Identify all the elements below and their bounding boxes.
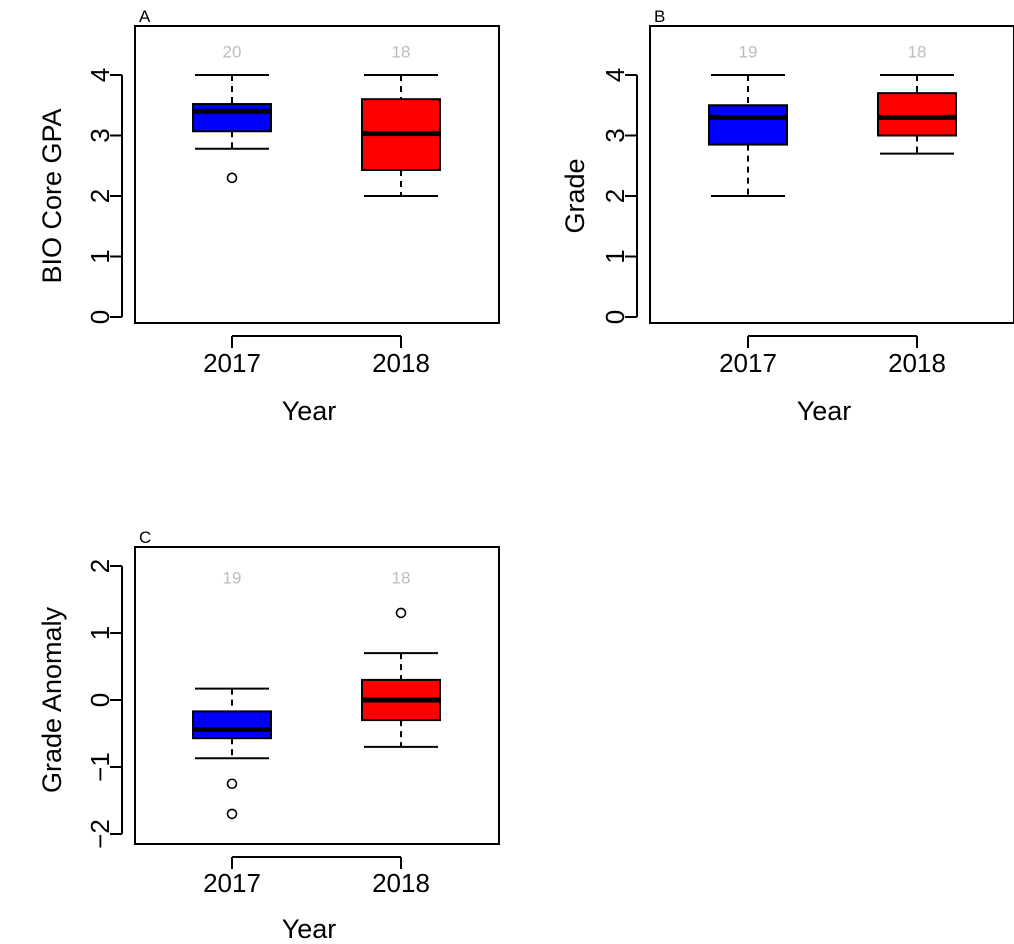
box-2018 xyxy=(877,92,957,137)
panel-label: B xyxy=(654,7,665,26)
y-tick-label: 1 xyxy=(600,249,630,263)
count-label: 18 xyxy=(392,43,411,62)
y-tick-label: 0 xyxy=(85,693,115,707)
outlier-point xyxy=(226,172,238,184)
count-label: 20 xyxy=(223,43,242,62)
y-tick-label: 1 xyxy=(85,626,115,640)
panel-label: C xyxy=(139,528,151,547)
count-label: 19 xyxy=(739,43,758,62)
x-tick-label: 2017 xyxy=(719,348,777,378)
box-2017 xyxy=(708,104,788,146)
count-label: 19 xyxy=(223,569,242,588)
y-tick-label: 0 xyxy=(85,310,115,324)
x-axis-title: Year xyxy=(797,396,852,426)
y-axis-title: Grade xyxy=(560,158,590,233)
y-tick-label: 4 xyxy=(600,68,630,82)
x-tick-label: 2018 xyxy=(372,868,430,898)
count-label: 18 xyxy=(908,43,927,62)
x-tick-label: 2018 xyxy=(372,348,430,378)
plot-frame xyxy=(134,546,500,845)
y-axis-title: BIO Core GPA xyxy=(37,108,67,283)
outlier-point xyxy=(395,607,407,619)
outlier-point xyxy=(226,808,238,820)
y-tick-label: −2 xyxy=(85,819,115,849)
box-2017 xyxy=(192,710,272,740)
plot-frame xyxy=(649,25,1014,324)
x-tick-label: 2017 xyxy=(203,868,261,898)
y-tick-label: 3 xyxy=(85,128,115,142)
y-tick-label: 2 xyxy=(600,189,630,203)
plot-frame xyxy=(134,25,500,324)
panel-label: A xyxy=(139,7,151,26)
y-tick-label: 2 xyxy=(85,559,115,573)
count-label: 18 xyxy=(392,569,411,588)
y-tick-label: 1 xyxy=(85,249,115,263)
x-tick-label: 2018 xyxy=(888,348,946,378)
y-tick-label: 0 xyxy=(600,310,630,324)
x-tick-label: 2017 xyxy=(203,348,261,378)
x-axis-title: Year xyxy=(282,914,337,944)
y-tick-label: 3 xyxy=(600,128,630,142)
x-axis-title: Year xyxy=(282,396,337,426)
y-tick-label: 2 xyxy=(85,189,115,203)
box-2017 xyxy=(192,103,272,133)
y-tick-label: 4 xyxy=(85,68,115,82)
outlier-point xyxy=(226,778,238,790)
y-tick-label: −1 xyxy=(85,752,115,782)
y-axis-title: Grade Anomaly xyxy=(37,606,67,793)
